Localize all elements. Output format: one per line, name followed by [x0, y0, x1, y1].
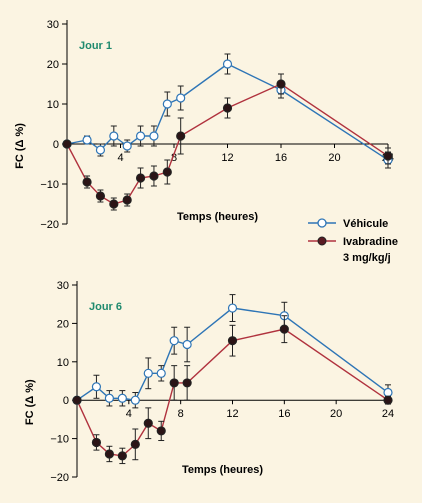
data-point-vehicule — [109, 131, 119, 141]
legend-ivabradine-dose: 3 mg/kg/j — [343, 252, 391, 264]
x-axis-label: Temps (heures) — [177, 211, 258, 223]
data-point-ivabradine — [383, 395, 393, 405]
data-point-ivabradine — [72, 395, 82, 405]
y-tick-label: 20 — [57, 318, 69, 330]
data-point-ivabradine — [182, 378, 192, 388]
y-tick-label: 10 — [57, 357, 69, 369]
data-point-vehicule — [169, 336, 179, 346]
data-point-vehicule — [104, 393, 114, 403]
data-point-ivabradine — [149, 171, 159, 181]
series-ivabradine — [62, 73, 393, 211]
data-point-ivabradine — [95, 191, 106, 201]
x-tick-label: 8 — [171, 152, 177, 164]
data-point-ivabradine — [222, 103, 233, 113]
y-tick-label: 0 — [63, 395, 69, 407]
data-point-vehicule — [135, 131, 146, 141]
legend-ivabradine-label: Ivabradine — [343, 236, 398, 248]
data-point-vehicule — [176, 93, 186, 103]
x-tick-label: 12 — [226, 408, 238, 420]
x-tick-label: 16 — [275, 152, 287, 164]
series-ivabradine — [72, 315, 393, 465]
y-tick-label: −20 — [50, 472, 69, 484]
data-point-vehicule — [143, 368, 153, 378]
data-point-ivabradine — [122, 195, 132, 205]
chart-panel-2: −20 −10 0 10 20 30 4 8 12 16 20 24 Jour 6 FC (Δ %) Tem… — [24, 280, 394, 484]
data-point-vehicule — [117, 393, 127, 403]
data-point-ivabradine — [279, 324, 289, 334]
x-tick-label: 16 — [278, 408, 290, 420]
y-tick-label: 30 — [47, 19, 59, 31]
y-tick-label: 20 — [47, 59, 59, 71]
legend-vehicule-marker — [317, 218, 327, 228]
data-point-vehicule — [156, 368, 166, 378]
data-point-vehicule — [122, 141, 132, 151]
y-tick-label: 10 — [47, 99, 59, 111]
data-point-ivabradine — [109, 199, 119, 209]
y-tick-label: −10 — [50, 434, 69, 446]
data-point-vehicule — [149, 131, 159, 141]
x-tick-label: 4 — [117, 152, 123, 164]
data-point-ivabradine — [143, 418, 153, 428]
panel-label: Jour 6 — [89, 301, 122, 313]
data-point-vehicule — [162, 99, 172, 109]
data-point-ivabradine — [176, 131, 186, 141]
x-tick-label: 20 — [328, 152, 340, 164]
legend-vehicule-label: Véhicule — [343, 218, 388, 230]
data-point-vehicule — [227, 303, 238, 313]
x-tick-label: 4 — [126, 408, 132, 420]
data-point-ivabradine — [104, 449, 114, 459]
x-tick-label: 12 — [221, 152, 233, 164]
data-point-vehicule — [182, 339, 192, 350]
x-axis-label: Temps (heures) — [182, 464, 263, 476]
series-vehicule — [72, 294, 393, 409]
x-tick-label: 20 — [330, 408, 342, 420]
x-tick-label: 8 — [178, 408, 184, 420]
y-tick-label: 30 — [57, 280, 69, 292]
data-point-ivabradine — [62, 139, 72, 149]
x-tick-label: 24 — [382, 408, 394, 420]
data-point-ivabradine — [162, 167, 172, 177]
data-point-vehicule — [91, 382, 102, 392]
data-point-vehicule — [95, 145, 106, 155]
data-point-vehicule — [222, 59, 233, 69]
data-point-vehicule — [383, 387, 393, 398]
y-tick-label: −20 — [40, 219, 59, 231]
data-point-ivabradine — [276, 79, 286, 89]
data-point-ivabradine — [91, 437, 102, 448]
data-point-ivabradine — [135, 173, 146, 183]
y-axis-label: FC (Δ %) — [14, 123, 26, 169]
data-point-ivabradine — [82, 177, 92, 187]
data-point-ivabradine — [227, 336, 238, 346]
y-tick-label: −10 — [40, 179, 59, 191]
panel-label: Jour 1 — [79, 40, 112, 52]
legend: Véhicule Ivabradine 3 mg/kg/j — [308, 218, 398, 264]
data-point-vehicule — [82, 135, 92, 145]
y-axis-label: FC (Δ %) — [24, 379, 36, 425]
data-point-vehicule — [130, 395, 140, 405]
data-point-ivabradine — [169, 378, 179, 388]
legend-ivabradine-marker — [317, 236, 327, 246]
data-point-ivabradine — [117, 451, 127, 461]
y-tick-label: 0 — [53, 139, 59, 151]
data-point-ivabradine — [156, 426, 166, 436]
data-point-ivabradine — [130, 439, 140, 449]
data-point-ivabradine — [383, 151, 393, 161]
